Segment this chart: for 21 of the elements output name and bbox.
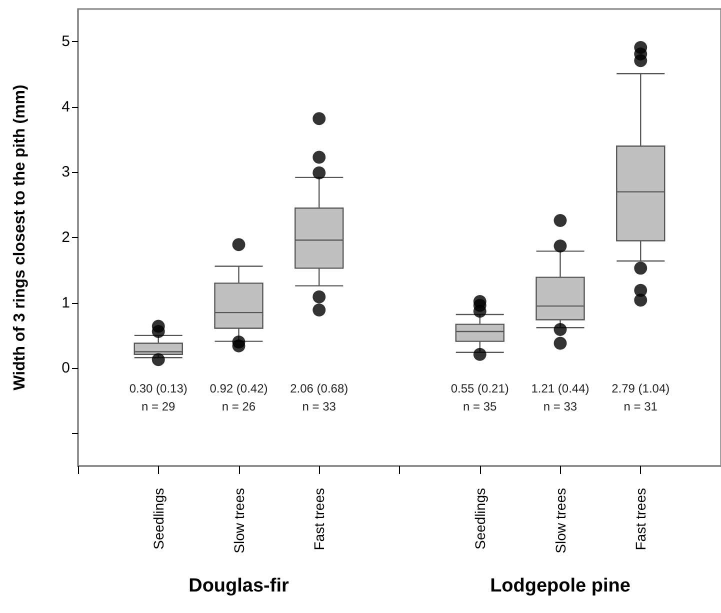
- y-tick-label: 4: [62, 98, 70, 116]
- x-tick-label: Slow trees: [230, 488, 247, 554]
- text: Lodgepole pine: [490, 576, 630, 596]
- y-tick-label: 5: [62, 33, 70, 50]
- x-tick-label: Seedlings: [472, 488, 488, 550]
- annotation: 0.92 (0.42) n = 26: [210, 381, 268, 414]
- x-tick-label: Slow trees: [552, 488, 568, 554]
- annotation: 0.30 (0.13) n = 29: [129, 381, 188, 414]
- x-tick-label: Fast trees: [311, 488, 328, 550]
- annotation: 1.21 (0.44) n = 33: [531, 381, 590, 414]
- y-tick-label: 2: [62, 229, 70, 246]
- annotation: 0.55 (0.21) n = 35: [450, 381, 509, 414]
- y-tick-label: 3: [62, 164, 70, 181]
- y-tick-label: 1: [62, 294, 70, 312]
- x-tick-label: Fast trees: [632, 488, 649, 550]
- text: Douglas-fir: [188, 576, 290, 596]
- annotation: 2.79 (1.04) n = 31: [612, 381, 670, 414]
- y-axis-title: Width of 3 rings closest to the pith (mm): [12, 84, 28, 390]
- annotation: 2.06 (0.68) n = 33: [290, 381, 348, 414]
- y-tick-label: 0: [62, 360, 70, 377]
- x-tick-label: Seedlings: [150, 488, 166, 550]
